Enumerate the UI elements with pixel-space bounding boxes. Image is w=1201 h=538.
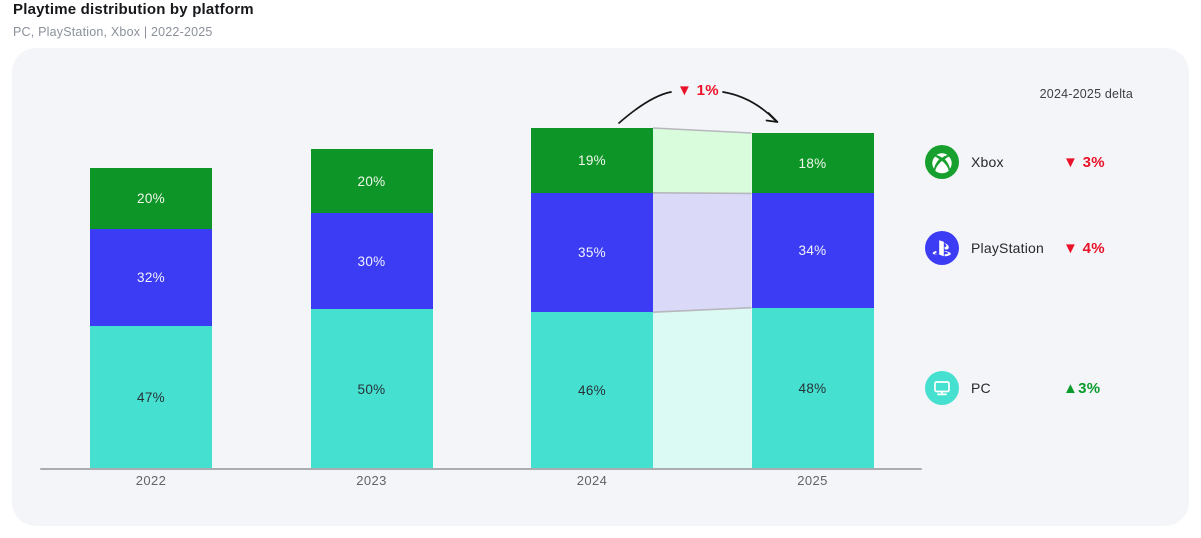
legend-label: PC	[971, 380, 991, 396]
legend-delta: ▲3%	[1063, 379, 1101, 397]
legend-delta: ▼ 4%	[1063, 239, 1105, 257]
xbox-icon	[925, 145, 959, 179]
x-axis-line	[40, 468, 922, 470]
delta-arrow-label: ▼ 1%	[677, 82, 719, 99]
playstation-icon	[925, 231, 959, 265]
pc-icon	[925, 371, 959, 405]
page-title: Playtime distribution by platform	[13, 1, 254, 18]
legend-item-pc: PC ▲3%	[925, 371, 1175, 405]
legend-item-playstation: PlayStation ▼ 4%	[925, 231, 1175, 265]
legend-label: Xbox	[971, 154, 1004, 170]
legend-item-xbox: Xbox ▼ 3%	[925, 145, 1175, 179]
legend-label: PlayStation	[971, 240, 1045, 256]
page-subtitle: PC, PlayStation, Xbox | 2022-2025	[13, 25, 213, 39]
chart-card	[12, 48, 1189, 526]
legend-delta: ▼ 3%	[1063, 153, 1105, 171]
legend-header: 2024-2025 delta	[1039, 87, 1133, 101]
